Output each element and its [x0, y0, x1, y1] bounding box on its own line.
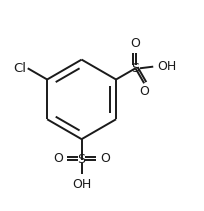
Text: O: O: [100, 152, 110, 165]
Text: OH: OH: [157, 60, 176, 73]
Text: O: O: [131, 37, 140, 50]
Text: S: S: [132, 62, 140, 75]
Text: Cl: Cl: [13, 62, 26, 75]
Text: OH: OH: [72, 178, 91, 191]
Text: S: S: [78, 153, 86, 166]
Text: O: O: [140, 85, 150, 98]
Text: O: O: [53, 152, 63, 165]
